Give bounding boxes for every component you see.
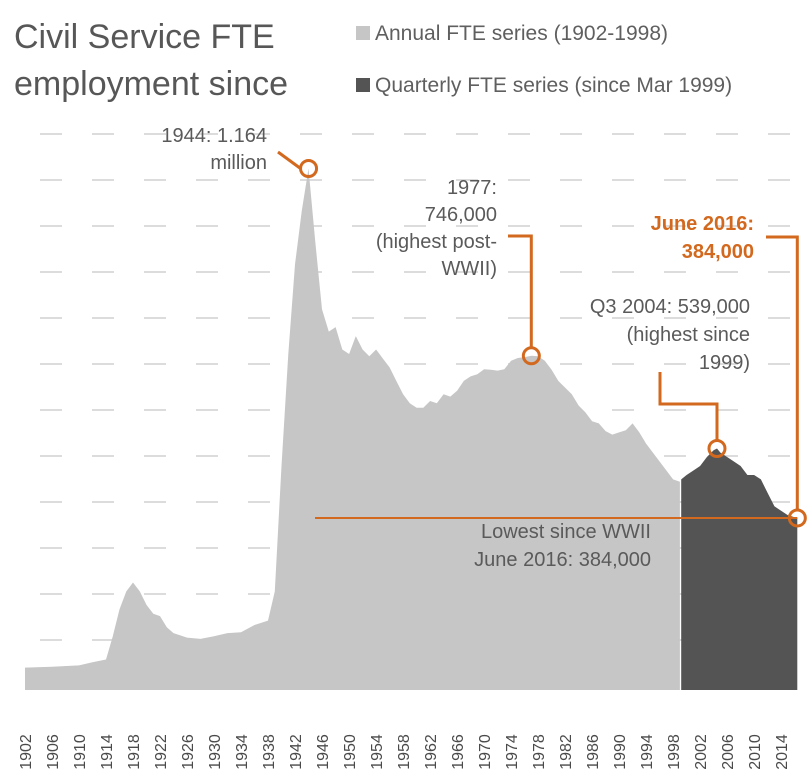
chart-title-line-1: Civil Service FTE — [14, 18, 275, 56]
annotation-leader-june-2016 — [766, 235, 799, 510]
annotation-marker-june-2016 — [787, 508, 807, 528]
chart-title: Civil Service FTE employment since — [14, 14, 288, 108]
x-tick-label: 1966 — [450, 734, 467, 770]
x-tick-label: 2014 — [774, 734, 791, 770]
x-tick-label: 1926 — [180, 734, 197, 770]
legend-label-quarterly: Quarterly FTE series (since Mar 1999) — [375, 74, 733, 97]
x-tick-label: 1910 — [72, 734, 89, 770]
annotation-text-1977: 1977: — [447, 177, 497, 199]
x-tick-label: 1934 — [234, 734, 251, 770]
x-tick-label: 1998 — [666, 734, 683, 770]
x-tick-label: 2010 — [747, 734, 764, 770]
annotation-text-1977: WWII) — [441, 258, 497, 280]
x-tick-label: 1994 — [639, 734, 656, 770]
x-tick-label: 1942 — [288, 734, 305, 770]
annotation-marker-1977 — [521, 346, 541, 366]
legend-swatch-annual — [356, 26, 370, 40]
annotation-text-1944: 1944: 1.164 — [161, 125, 267, 147]
annotation-leader-1977 — [508, 234, 533, 348]
x-tick-label: 1974 — [504, 734, 521, 770]
x-tick-label: 1930 — [207, 734, 224, 770]
x-tick-label: 1990 — [612, 734, 629, 770]
annotation-marker-2004 — [707, 439, 727, 459]
x-tick-label: 1986 — [585, 734, 602, 770]
legend-item-quarterly: Quarterly FTE series (since Mar 1999) — [356, 74, 732, 98]
chart-title-line-2: employment since — [14, 65, 289, 103]
legend-swatch-quarterly — [356, 78, 370, 92]
annotation-text-1944: million — [210, 152, 267, 174]
legend-label-annual: Annual FTE series (1902-1998) — [375, 22, 668, 45]
x-tick-label: 1954 — [369, 734, 386, 770]
x-tick-label: 1950 — [342, 734, 359, 770]
quarterly-fte-area — [681, 448, 798, 690]
annotation-text-2004: (highest since — [627, 324, 750, 346]
annotation-text-1977: 746,000 — [425, 204, 497, 226]
x-tick-label: 1938 — [261, 734, 278, 770]
annotation-text-2004: 1999) — [699, 352, 750, 374]
annotation-text-1977: (highest post- — [376, 231, 497, 253]
x-tick-label: 1982 — [558, 734, 575, 770]
annotation-text-2004: Q3 2004: 539,000 — [590, 296, 750, 318]
annotation-marker-1944 — [299, 159, 319, 179]
x-axis: 1902 1906 1910 1914 1918 1922 1926 1930 1934 1938… — [18, 734, 791, 770]
annotation-text-lowest: Lowest since WWII — [481, 521, 651, 543]
annotation-leader-2004 — [658, 372, 719, 441]
annotation-text-june-2016: June 2016: — [651, 213, 754, 235]
x-tick-label: 2006 — [720, 734, 737, 770]
annotation-leader-1944 — [277, 150, 302, 170]
annotation-text-june-2016: 384,000 — [682, 241, 754, 263]
legend-item-annual: Annual FTE series (1902-1998) — [356, 22, 668, 46]
x-tick-label: 1970 — [477, 734, 494, 770]
x-tick-label: 1918 — [126, 734, 143, 770]
annual-fte-area — [25, 168, 680, 690]
x-tick-label: 1914 — [99, 734, 116, 770]
x-tick-label: 1946 — [315, 734, 332, 770]
x-tick-label: 1978 — [531, 734, 548, 770]
annotation-text-lowest: June 2016: 384,000 — [474, 549, 651, 571]
x-tick-label: 1958 — [396, 734, 413, 770]
x-tick-label: 1902 — [18, 734, 35, 770]
x-tick-label: 1962 — [423, 734, 440, 770]
x-tick-label: 1922 — [153, 734, 170, 770]
x-tick-label: 1906 — [45, 734, 62, 770]
x-tick-label: 2002 — [693, 734, 710, 770]
